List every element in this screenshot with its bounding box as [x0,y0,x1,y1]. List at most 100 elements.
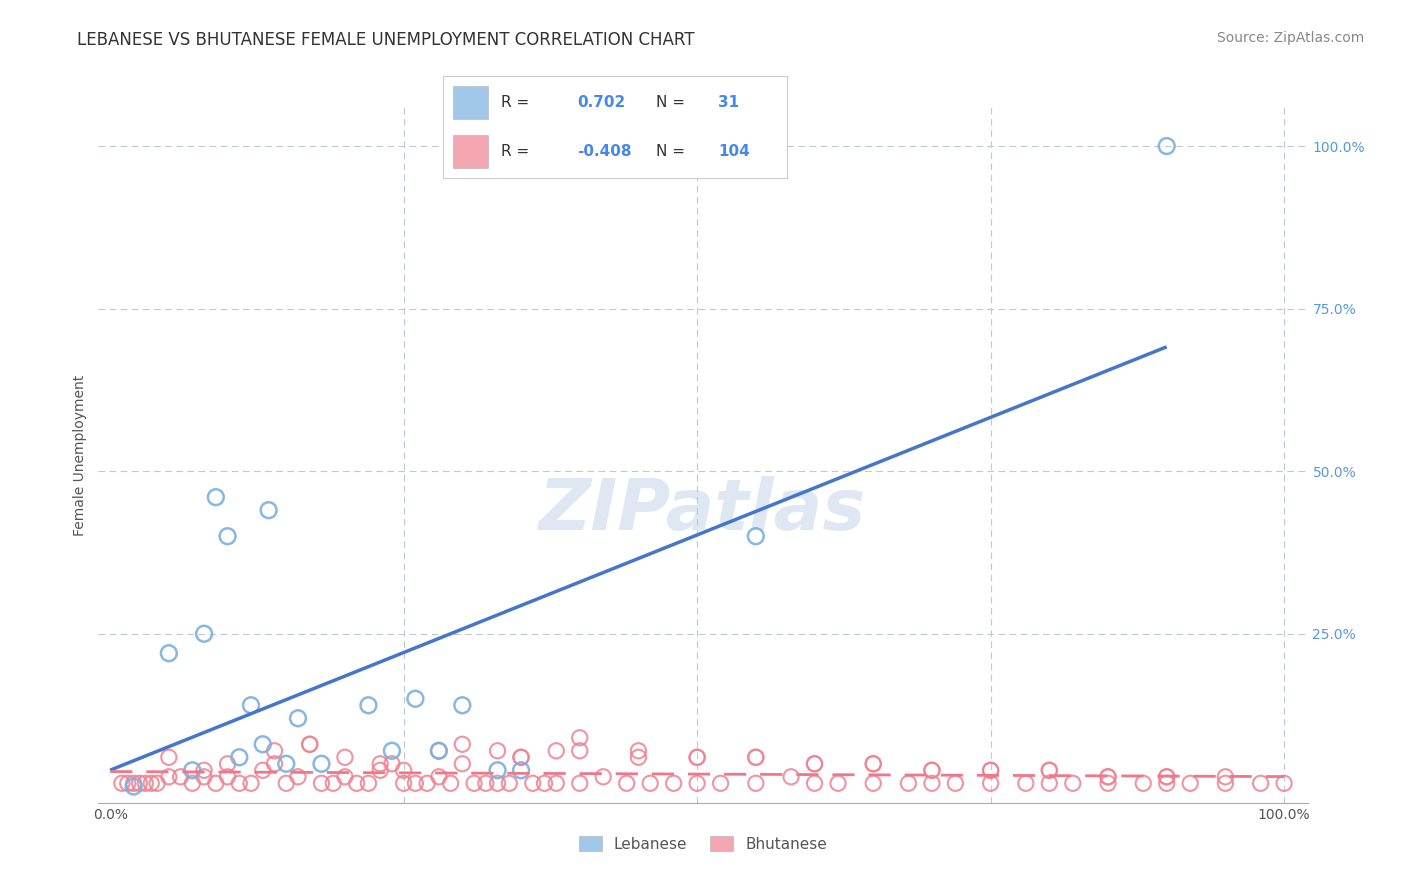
Point [1038,764,1060,778]
Text: ZIPatlas: ZIPatlas [540,476,866,545]
Point [510,764,533,778]
Point [1156,139,1178,153]
Point [181,764,204,778]
Point [862,756,884,771]
Point [921,764,943,778]
Point [463,776,485,790]
Point [980,764,1002,778]
Point [193,770,215,784]
Point [568,731,591,745]
Point [1132,776,1154,790]
Point [745,776,768,790]
Point [546,776,568,790]
Point [169,770,191,784]
Text: R =: R = [502,95,530,110]
Point [240,698,263,713]
Point [510,750,533,764]
Point [252,764,274,778]
Point [298,737,321,751]
Point [257,503,280,517]
Point [1097,776,1119,790]
Point [240,776,263,790]
Point [686,750,709,764]
Point [862,776,884,790]
Point [662,776,685,790]
Point [1156,770,1178,784]
Point [510,750,533,764]
Point [862,756,884,771]
Point [616,776,638,790]
Point [117,776,139,790]
Point [427,770,450,784]
Point [217,770,239,784]
Point [228,750,250,764]
Point [533,776,555,790]
Point [368,756,391,771]
Point [157,750,180,764]
Legend: Lebanese, Bhutanese: Lebanese, Bhutanese [572,830,834,858]
Point [1097,770,1119,784]
Point [357,698,380,713]
Text: N =: N = [657,145,686,160]
Point [217,756,239,771]
Text: -0.408: -0.408 [578,145,631,160]
Point [1250,776,1272,790]
Point [298,737,321,751]
Point [204,490,226,504]
Point [686,750,709,764]
Point [710,776,733,790]
Point [780,770,803,784]
Point [134,776,156,790]
Point [1156,776,1178,790]
Point [745,529,768,543]
Point [357,776,380,790]
FancyBboxPatch shape [453,87,488,119]
Text: R =: R = [502,145,530,160]
Point [128,776,150,790]
Point [193,626,215,640]
Point [157,770,180,784]
Point [1215,776,1237,790]
Point [346,776,368,790]
Point [980,764,1002,778]
Point [897,776,920,790]
Point [627,750,650,764]
Point [803,756,825,771]
Point [427,744,450,758]
Text: 0.702: 0.702 [578,95,626,110]
Point [333,750,356,764]
Point [141,776,163,790]
Point [392,776,415,790]
Point [157,646,180,660]
Point [921,764,943,778]
Point [322,776,344,790]
Point [276,756,298,771]
Point [287,711,309,725]
Point [311,756,333,771]
Point [1156,770,1178,784]
Point [498,776,520,790]
Point [1015,776,1038,790]
Text: 31: 31 [718,95,740,110]
Point [568,776,591,790]
Point [1097,770,1119,784]
Point [475,776,498,790]
Point [627,744,650,758]
Point [228,776,250,790]
Point [945,776,967,790]
Point [368,764,391,778]
Point [111,776,134,790]
Point [451,698,474,713]
Point [1272,776,1295,790]
Point [146,776,169,790]
Point [181,776,204,790]
Point [287,770,309,784]
Point [827,776,849,790]
Point [451,756,474,771]
Text: N =: N = [657,95,686,110]
Point [592,770,614,784]
Point [311,776,333,790]
Point [263,744,285,758]
Point [217,529,239,543]
Point [1038,776,1060,790]
